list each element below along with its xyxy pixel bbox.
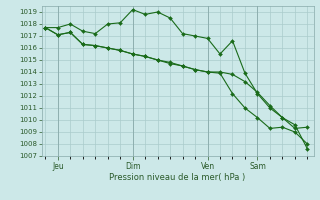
X-axis label: Pression niveau de la mer( hPa ): Pression niveau de la mer( hPa ) [109,173,246,182]
